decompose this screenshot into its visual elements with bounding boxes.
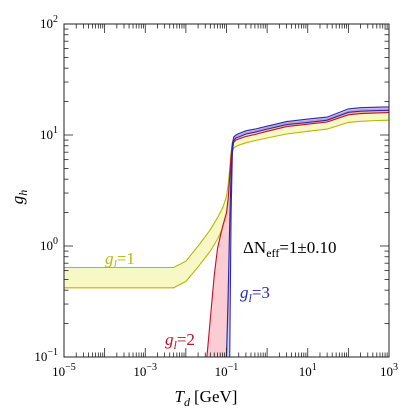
- y-tick-label: 100: [40, 236, 58, 253]
- series-label-3: gl=3: [240, 283, 270, 305]
- band-fill-2: [206, 108, 389, 357]
- minor-ticks: [64, 24, 389, 357]
- y-tick-label: 101: [40, 125, 58, 142]
- tick-labels: 10−5 10−3 10−1 101 103 10−1 100 101 102: [34, 14, 398, 379]
- x-tick-label: 10−5: [52, 362, 76, 379]
- x-tick-label: 103: [380, 362, 398, 379]
- x-axis-label: Td [GeV]: [175, 387, 238, 409]
- x-tick-label: 10−3: [133, 362, 157, 379]
- band-fill-1: [64, 111, 389, 288]
- series-label-1: gl=1: [105, 249, 135, 271]
- y-axis-label: gh: [8, 190, 30, 205]
- series-labels: gl=1 gl=2 gl=3: [105, 249, 270, 352]
- plot-frame: [63, 23, 390, 358]
- series-label-2: gl=2: [165, 330, 195, 352]
- x-tick-label: 101: [299, 362, 317, 379]
- y-tick-label: 102: [40, 14, 58, 31]
- x-tick-label: 10−1: [215, 362, 239, 379]
- band-lower-line-2: [206, 112, 389, 357]
- delta-neff-annotation: ΔNeff=1±0.10: [243, 238, 337, 260]
- band-lower-line-3: [226, 109, 389, 357]
- data-bands: [64, 106, 389, 357]
- band-fill-3: [226, 106, 389, 357]
- y-tick-label: 10−1: [34, 347, 58, 364]
- band-upper-line-3: [225, 106, 389, 357]
